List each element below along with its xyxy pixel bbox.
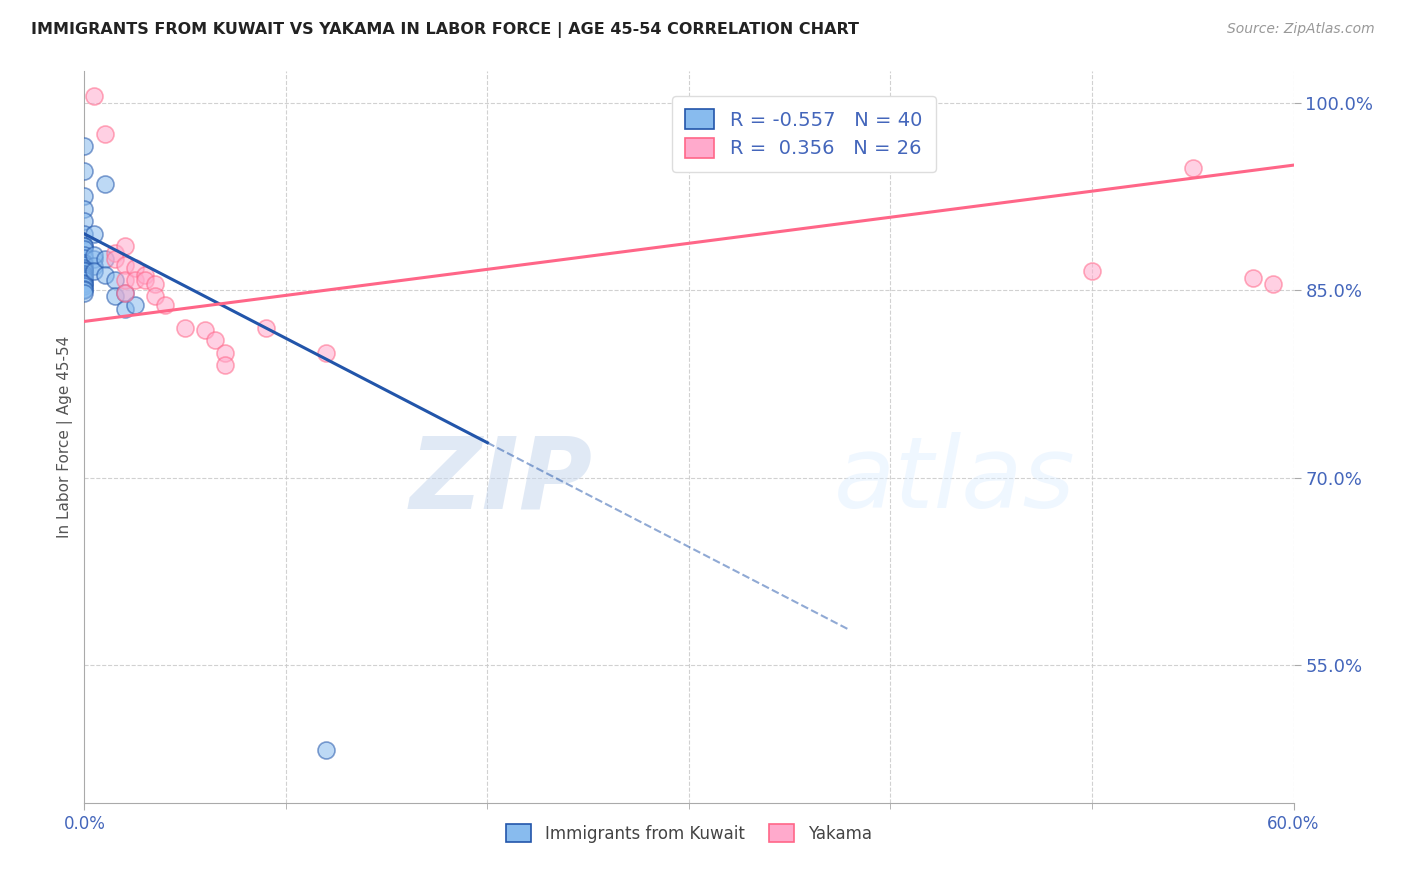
Point xyxy=(73,282,96,296)
Point xyxy=(315,345,337,359)
Text: Source: ZipAtlas.com: Source: ZipAtlas.com xyxy=(1227,22,1375,37)
Point xyxy=(73,267,96,281)
Point xyxy=(73,248,96,262)
Point xyxy=(254,320,277,334)
Point xyxy=(73,258,96,272)
Point xyxy=(73,255,96,269)
Point xyxy=(1081,264,1104,278)
Point xyxy=(73,270,96,285)
Point xyxy=(114,285,136,300)
Point xyxy=(104,273,127,287)
Y-axis label: In Labor Force | Age 45-54: In Labor Force | Age 45-54 xyxy=(58,336,73,538)
Point xyxy=(1181,161,1204,175)
Point xyxy=(153,298,176,312)
Point xyxy=(83,252,105,266)
Point xyxy=(194,323,217,337)
Point xyxy=(73,239,96,253)
Point xyxy=(114,258,136,272)
Point xyxy=(73,202,96,216)
Point xyxy=(73,239,96,253)
Point xyxy=(73,269,96,284)
Point xyxy=(73,273,96,287)
Point xyxy=(73,283,96,297)
Point xyxy=(73,279,96,293)
Point xyxy=(124,273,146,287)
Point xyxy=(104,252,127,266)
Point xyxy=(73,263,96,277)
Point xyxy=(1241,270,1264,285)
Point xyxy=(73,285,96,300)
Point xyxy=(124,298,146,312)
Point xyxy=(93,252,115,266)
Point xyxy=(214,345,236,359)
Point xyxy=(73,189,96,203)
Point xyxy=(73,214,96,228)
Point xyxy=(104,245,127,260)
Point xyxy=(73,264,96,278)
Point xyxy=(83,260,105,274)
Point xyxy=(93,127,115,141)
Point xyxy=(83,89,105,103)
Point xyxy=(73,260,96,275)
Point xyxy=(73,277,96,291)
Point xyxy=(114,239,136,253)
Point xyxy=(134,268,156,282)
Point xyxy=(83,248,105,262)
Point xyxy=(204,333,226,347)
Point xyxy=(124,260,146,275)
Text: IMMIGRANTS FROM KUWAIT VS YAKAMA IN LABOR FORCE | AGE 45-54 CORRELATION CHART: IMMIGRANTS FROM KUWAIT VS YAKAMA IN LABO… xyxy=(31,22,859,38)
Point xyxy=(73,164,96,178)
Point xyxy=(83,264,105,278)
Legend: Immigrants from Kuwait, Yakama: Immigrants from Kuwait, Yakama xyxy=(499,818,879,849)
Point xyxy=(73,139,96,153)
Point xyxy=(93,268,115,282)
Point xyxy=(134,273,156,287)
Point xyxy=(1263,277,1285,291)
Point xyxy=(73,251,96,265)
Point xyxy=(174,320,197,334)
Point xyxy=(104,289,127,303)
Point xyxy=(93,177,115,191)
Point xyxy=(73,276,96,290)
Point xyxy=(83,227,105,241)
Point xyxy=(143,277,166,291)
Point xyxy=(73,227,96,241)
Point xyxy=(73,242,96,256)
Point xyxy=(114,273,136,287)
Point xyxy=(143,289,166,303)
Text: ZIP: ZIP xyxy=(409,433,592,530)
Point xyxy=(315,743,337,757)
Point xyxy=(114,285,136,300)
Point xyxy=(114,301,136,316)
Point xyxy=(214,358,236,372)
Text: atlas: atlas xyxy=(834,433,1076,530)
